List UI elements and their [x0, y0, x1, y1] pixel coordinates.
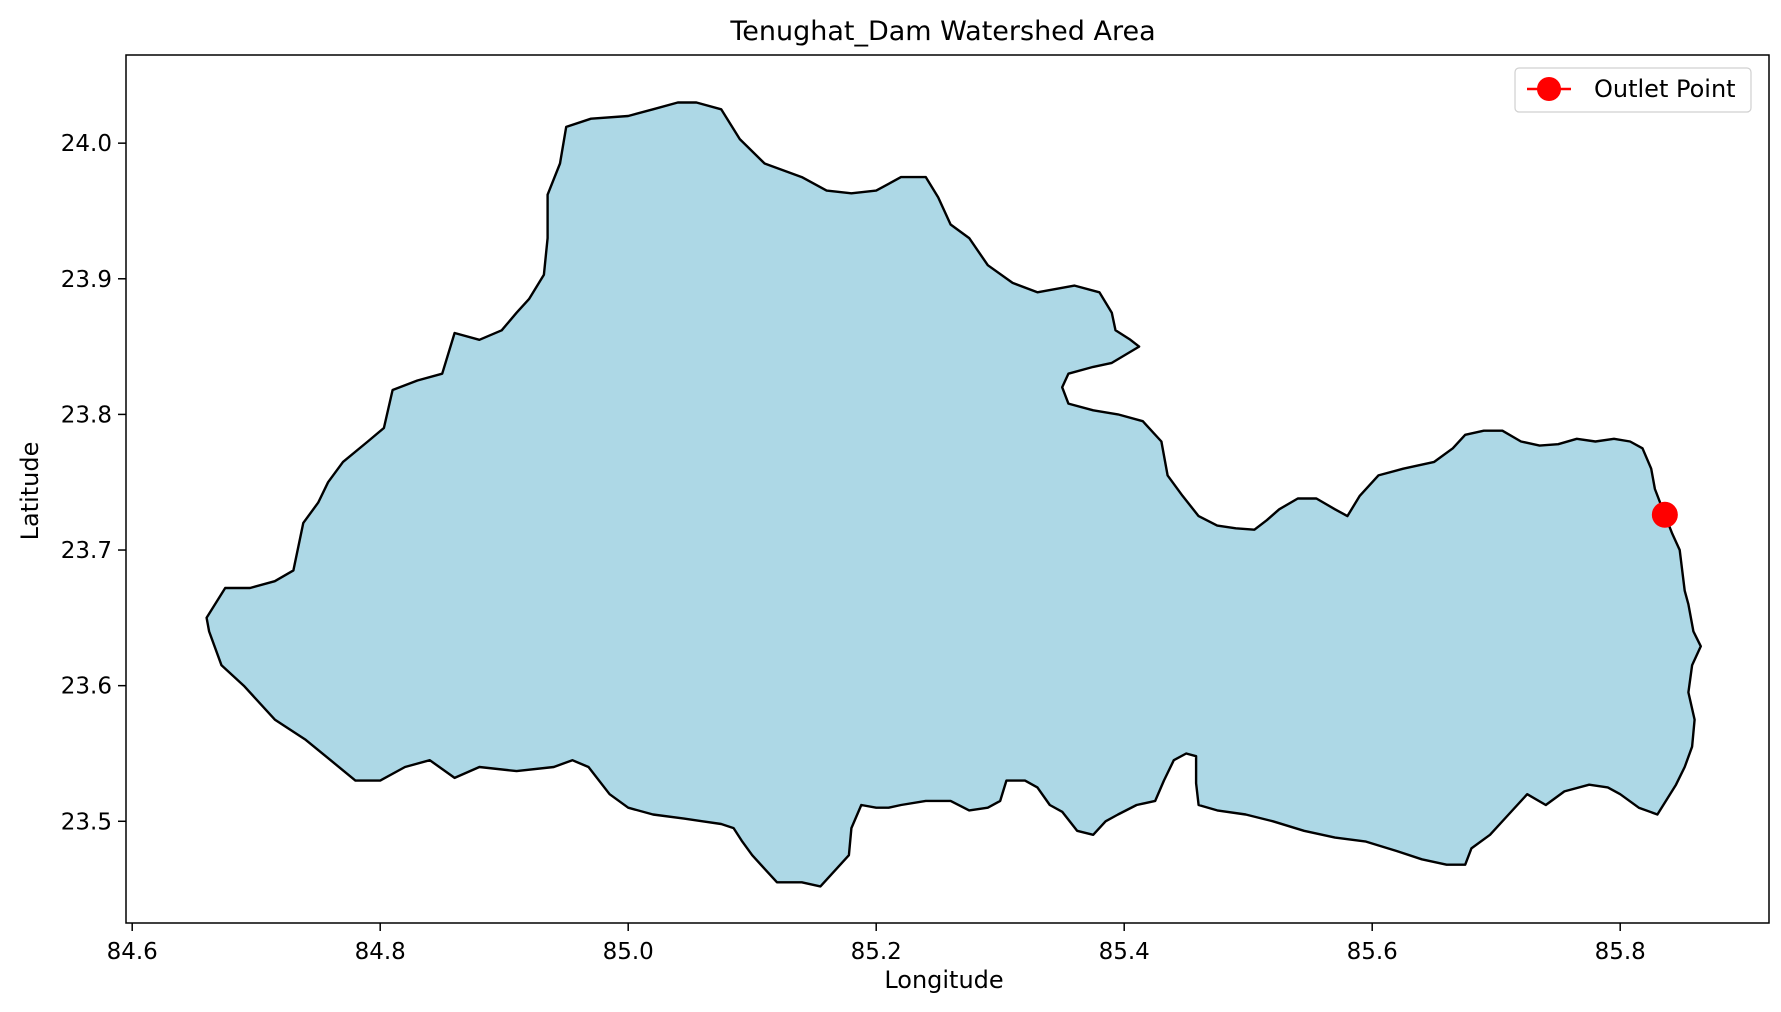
legend-label-outlet: Outlet Point [1594, 75, 1736, 103]
y-tick-label: 23.9 [61, 267, 112, 293]
axes-frame [125, 54, 1770, 924]
outlet-point [1651, 501, 1678, 528]
y-tick-label: 23.7 [61, 538, 112, 564]
x-axis-label: Longitude [884, 966, 1003, 994]
legend-outlet-marker [1537, 77, 1561, 101]
legend: Outlet Point [1514, 67, 1752, 113]
watershed-polygon [205, 101, 1702, 888]
x-tick-label: 84.6 [107, 939, 158, 965]
y-axis-ticks: 23.5 23.6 23.7 23.8 23.9 24.0 [61, 131, 126, 835]
y-tick-label: 23.6 [61, 674, 112, 700]
legend-box [1514, 67, 1752, 113]
y-tick-label: 24.0 [61, 131, 112, 157]
x-tick-label: 85.8 [1595, 939, 1646, 965]
x-tick-label: 85.6 [1347, 939, 1398, 965]
y-axis-label: Latitude [16, 442, 44, 541]
x-tick-label: 84.8 [355, 939, 406, 965]
chart-title: Tenughat_Dam Watershed Area [729, 16, 1155, 47]
plot-area [125, 54, 1770, 924]
x-tick-label: 85.4 [1099, 939, 1150, 965]
x-axis-ticks: 84.6 84.8 85.0 85.2 85.4 85.6 85.8 [107, 923, 1646, 965]
y-tick-label: 23.8 [61, 402, 112, 428]
y-tick-label: 23.5 [61, 809, 112, 835]
x-tick-label: 85.2 [851, 939, 902, 965]
x-tick-label: 85.0 [603, 939, 654, 965]
